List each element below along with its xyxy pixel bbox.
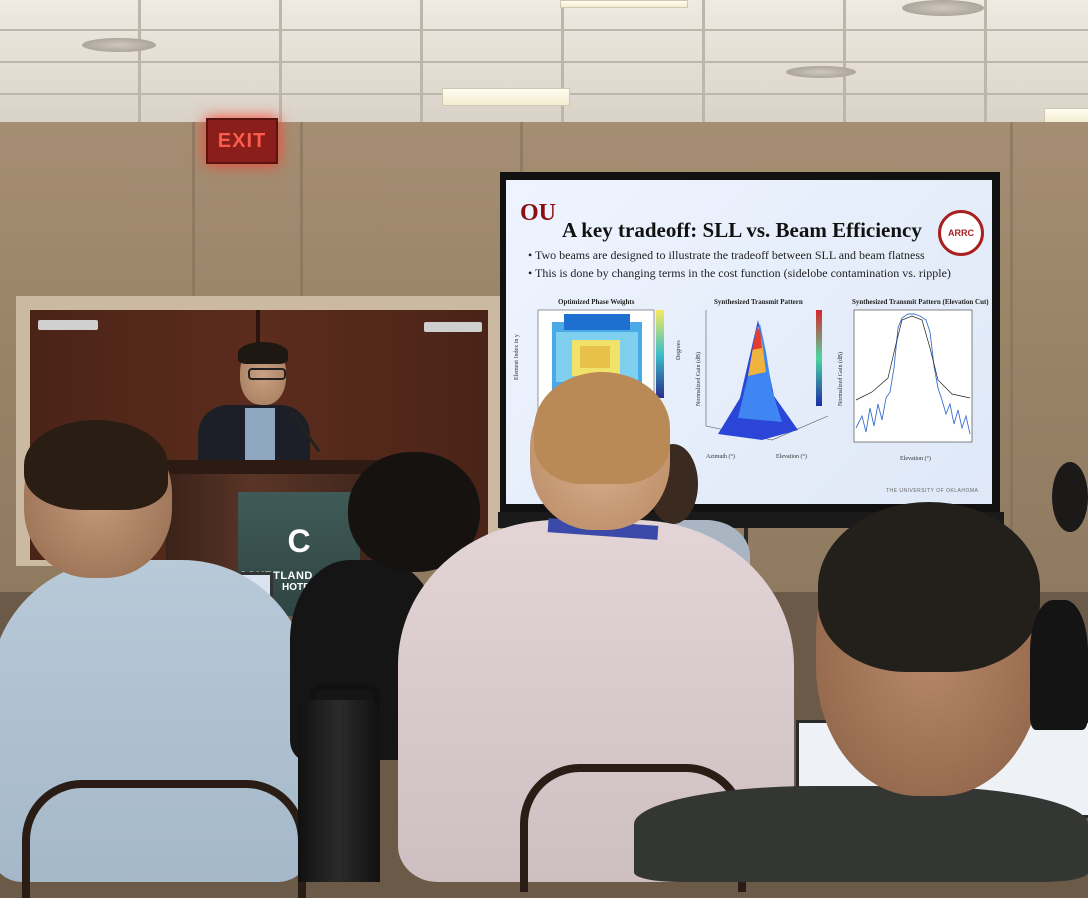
speaker-shirt — [245, 408, 275, 466]
slide-footer: THE UNIVERSITY OF OKLAHOMA — [886, 488, 979, 494]
hotel-subtitle: HOTEL — [282, 582, 316, 593]
plot-xlabel: Elevation (°) — [900, 456, 931, 462]
speaker-hair — [238, 342, 288, 364]
door-handle — [424, 322, 482, 332]
colorbar-label: Degrees — [676, 340, 682, 360]
ceiling-light — [560, 0, 688, 8]
arrc-badge: ARRC — [938, 210, 984, 256]
ou-logo: OU — [520, 200, 556, 226]
plot-title: Synthesized Transmit Pattern (Elevation … — [852, 298, 989, 306]
glasses-icon — [248, 368, 286, 380]
attendee-right-hair — [818, 502, 1040, 672]
plot-xlabel: Elevation (°) — [776, 454, 807, 460]
plot-ylabel: Normalized Gain (dB) — [838, 352, 844, 406]
ceiling — [0, 0, 1088, 125]
attendee-center-hair — [534, 372, 670, 484]
water-bottle — [298, 700, 380, 882]
wall-seam — [1010, 122, 1013, 542]
attendee-edge — [1030, 600, 1088, 730]
plot-ylabel: Element Index in y — [514, 334, 520, 380]
attendee-left-hair — [24, 420, 168, 510]
chair-back — [22, 780, 306, 898]
3d-pattern-plot — [705, 310, 829, 441]
bullet-text: This is done by changing terms in the co… — [534, 266, 951, 280]
podium-top — [160, 460, 390, 474]
hotel-logo: C — [287, 523, 311, 559]
elevation-cut-plot — [853, 309, 973, 443]
ceiling-light — [442, 88, 570, 106]
plot-title: Synthesized Transmit Pattern — [714, 298, 803, 306]
ceiling-vent — [786, 66, 856, 78]
attendee-edge-hair — [1052, 462, 1088, 532]
bullet-text: Two beams are designed to illustrate the… — [534, 248, 925, 262]
ceiling-vent — [82, 38, 156, 52]
plot-title: Optimized Phase Weights — [558, 298, 635, 306]
slide-bullet: • Two beams are designed to illustrate t… — [528, 248, 925, 262]
door-handle — [38, 320, 98, 330]
plot-xlabel: Azimuth (°) — [706, 454, 735, 460]
slide-bullet: • This is done by changing terms in the … — [528, 266, 951, 280]
ceiling-vent — [902, 0, 984, 16]
exit-sign: EXIT — [206, 118, 278, 164]
attendee-right-shirt — [634, 786, 1088, 882]
slide-title: A key tradeoff: SLL vs. Beam Efficiency — [562, 218, 922, 242]
